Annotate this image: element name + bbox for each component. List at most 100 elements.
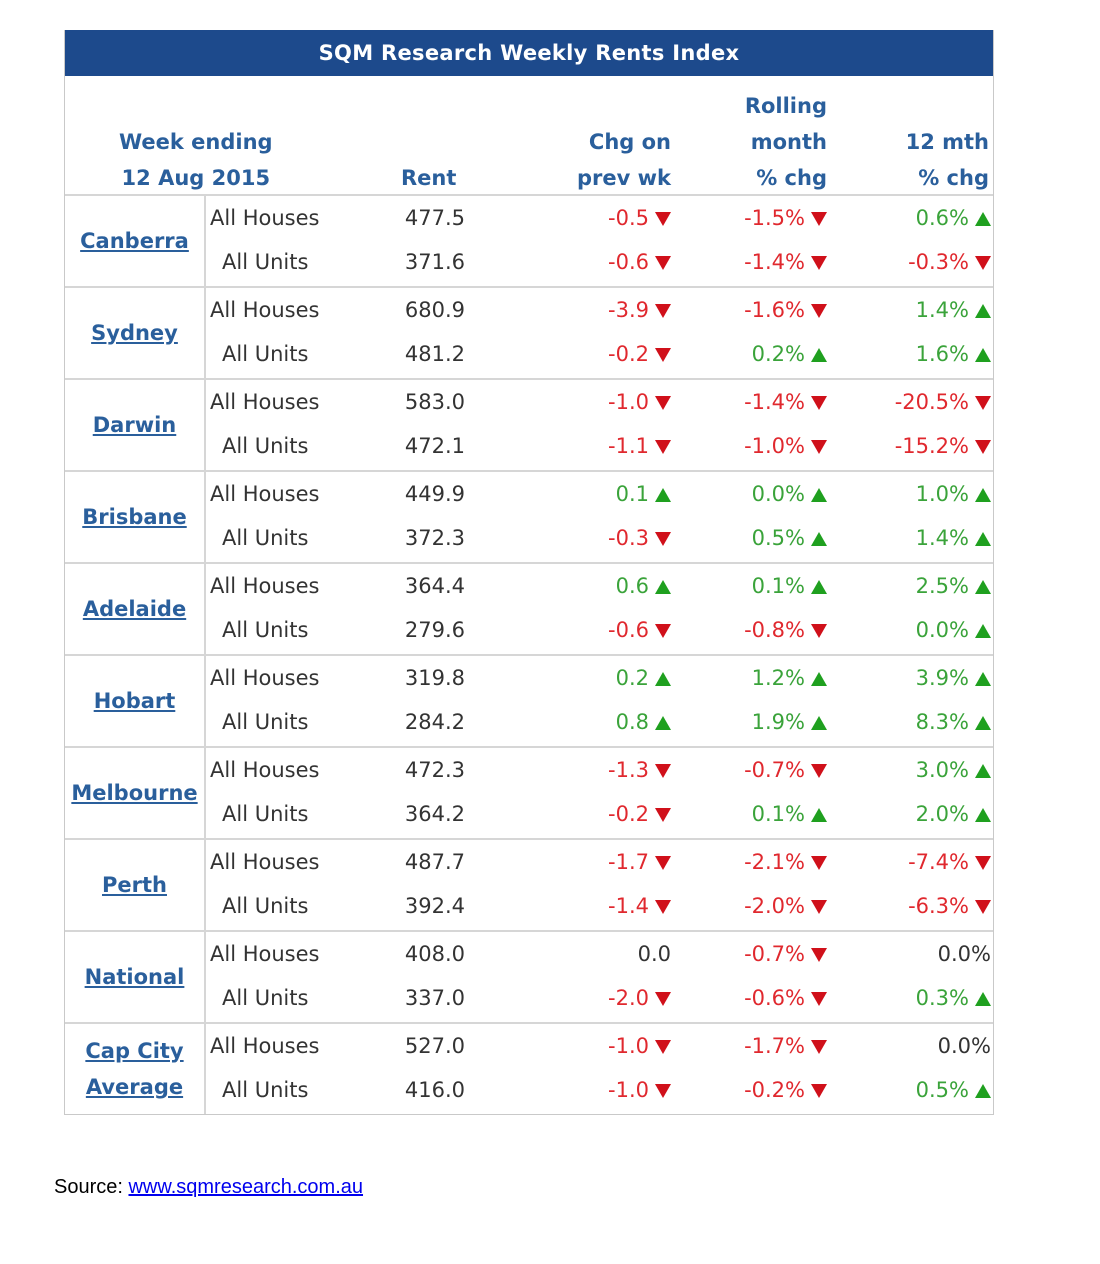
triangle-down-icon	[811, 212, 827, 226]
rolling-month-cell: -0.7%	[744, 748, 827, 792]
triangle-up-icon	[975, 488, 991, 502]
source-label: Source:	[54, 1176, 129, 1198]
city-link[interactable]: Canberra	[80, 223, 189, 259]
dwelling-type: All Houses	[210, 380, 319, 424]
dwelling-row: All Units 364.2 -0.2 0.1% 2.0%	[65, 792, 993, 836]
triangle-down-icon	[811, 440, 827, 454]
chg-prev-wk-cell: 0.0	[638, 932, 671, 976]
chg-prev-wk-cell: -0.5	[608, 196, 671, 240]
rolling-month-cell: -2.1%	[744, 840, 827, 884]
dwelling-type: All Units	[222, 700, 308, 744]
city-row: Perth All Houses 487.7 -1.7 -2.1% -7.4% All Un…	[65, 840, 993, 932]
triangle-down-icon	[975, 396, 991, 410]
chg-prev-wk-cell: -1.0	[608, 380, 671, 424]
city-link[interactable]: National	[85, 959, 185, 995]
chg-prev-wk-cell: 0.2	[616, 656, 671, 700]
rolling-month-cell-value: 0.1%	[751, 802, 805, 826]
rolling-month-cell-value: -1.4%	[744, 390, 805, 414]
triangle-down-icon	[655, 212, 671, 226]
chg-prev-wk-cell: -0.6	[608, 240, 671, 284]
twelve-month-cell: 3.0%	[916, 748, 991, 792]
city-link[interactable]: Sydney	[91, 315, 178, 351]
rolling-month-cell-value: -1.4%	[744, 250, 805, 274]
triangle-down-icon	[655, 532, 671, 546]
city-name-line: Melbourne	[71, 781, 198, 805]
city-row: Hobart All Houses 319.8 0.2 1.2% 3.9% All Unit…	[65, 656, 993, 748]
twelve-month-cell: 2.5%	[916, 564, 991, 608]
twelve-month-cell: 3.9%	[916, 656, 991, 700]
triangle-up-icon	[811, 348, 827, 362]
dwelling-row: All Units 472.1 -1.1 -1.0% -15.2%	[65, 424, 993, 468]
chg-prev-wk-cell-value: -0.2	[608, 342, 649, 366]
chg-prev-wk-cell-value: -0.5	[608, 206, 649, 230]
twelve-month-cell-value: 0.0%	[915, 618, 969, 642]
dwelling-row: All Units 416.0 -1.0 -0.2% 0.5%	[65, 1068, 993, 1112]
twelve-month-cell: 0.3%	[916, 976, 991, 1020]
source-link[interactable]: www.sqmresearch.com.au	[128, 1176, 364, 1198]
rent-cell: 371.6	[395, 240, 465, 284]
twelve-month-cell-value: 0.6%	[915, 206, 969, 230]
dwelling-type-value: All Houses	[210, 390, 320, 414]
dwelling-row: All Units 371.6 -0.6 -1.4% -0.3%	[65, 240, 993, 284]
chg-prev-wk-cell-value: 0.1	[615, 482, 649, 506]
chg-prev-wk-cell: 0.1	[616, 472, 671, 516]
triangle-down-icon	[655, 440, 671, 454]
dwelling-row: All Units 392.4 -1.4 -2.0% -6.3%	[65, 884, 993, 928]
rolling-month-cell-value: -1.0%	[744, 434, 805, 458]
city-link[interactable]: Perth	[102, 867, 167, 903]
dwelling-row: All Units 284.2 0.8 1.9% 8.3%	[65, 700, 993, 744]
rolling-month-cell-value: -1.6%	[744, 298, 805, 322]
chg-prev-wk-cell-value: 0.0	[637, 942, 671, 966]
rent-cell-value: 477.5	[404, 206, 465, 230]
twelve-month-cell: 0.6%	[916, 196, 991, 240]
rolling-month-cell-value: -2.0%	[744, 894, 805, 918]
city-name-line: Canberra	[80, 229, 189, 253]
city-link[interactable]: Adelaide	[83, 591, 186, 627]
dwelling-row: All Units 481.2 -0.2 0.2% 1.6%	[65, 332, 993, 376]
dwelling-type: All Houses	[210, 840, 319, 884]
dwelling-type: All Houses	[210, 564, 319, 608]
triangle-down-icon	[655, 348, 671, 362]
dwelling-type: All Houses	[210, 656, 319, 700]
chg-prev-wk-cell-value: -0.6	[608, 250, 649, 274]
city-name-line: Darwin	[92, 413, 177, 437]
rent-cell-value: 449.9	[404, 482, 465, 506]
triangle-up-icon	[655, 672, 671, 686]
chg-prev-wk-cell: 0.8	[616, 700, 671, 744]
triangle-up-icon	[975, 532, 991, 546]
rent-cell-value: 284.2	[404, 710, 465, 734]
twelve-month-cell-value: 3.9%	[915, 666, 969, 690]
rolling-month-cell: -2.0%	[744, 884, 827, 928]
triangle-up-icon	[975, 1084, 991, 1098]
rent-cell: 472.3	[395, 748, 465, 792]
city-link[interactable]: Brisbane	[82, 499, 186, 535]
rent-cell: 472.1	[395, 424, 465, 468]
twelve-month-cell: 1.4%	[916, 516, 991, 560]
city-link[interactable]: Cap City Average	[85, 1033, 183, 1105]
chg-prev-wk-cell: -1.7	[608, 840, 671, 884]
chg-prev-wk-cell: -1.4	[608, 884, 671, 928]
twelve-month-cell-value: -15.2%	[894, 434, 969, 458]
dwelling-type: All Units	[222, 884, 308, 928]
dwelling-type-value: All Units	[222, 986, 309, 1010]
triangle-up-icon	[975, 764, 991, 778]
dwelling-row: All Houses 449.9 0.1 0.0% 1.0%	[65, 472, 993, 516]
dwelling-row: All Units 372.3 -0.3 0.5% 1.4%	[65, 516, 993, 560]
rent-cell-value: 416.0	[404, 1078, 465, 1102]
rent-cell: 408.0	[395, 932, 465, 976]
chg-prev-wk-cell: 0.6	[616, 564, 671, 608]
chg-prev-wk-cell-value: -1.4	[608, 894, 649, 918]
rent-header: Rent	[401, 166, 457, 190]
triangle-down-icon	[975, 856, 991, 870]
city-link[interactable]: Melbourne	[71, 775, 197, 811]
twelve-month-cell-value: 0.0%	[937, 1034, 991, 1058]
triangle-down-icon	[811, 900, 827, 914]
rolling-month-cell: 0.1%	[752, 564, 827, 608]
twelve-month-cell-value: 1.4%	[915, 298, 969, 322]
rolling-month-cell: -1.6%	[744, 288, 827, 332]
chg-prev-wk-cell-value: -1.1	[608, 434, 649, 458]
city-link[interactable]: Hobart	[94, 683, 176, 719]
city-link[interactable]: Darwin	[93, 407, 177, 443]
dwelling-type-value: All Houses	[210, 206, 320, 230]
dwelling-type: All Units	[222, 1068, 308, 1112]
